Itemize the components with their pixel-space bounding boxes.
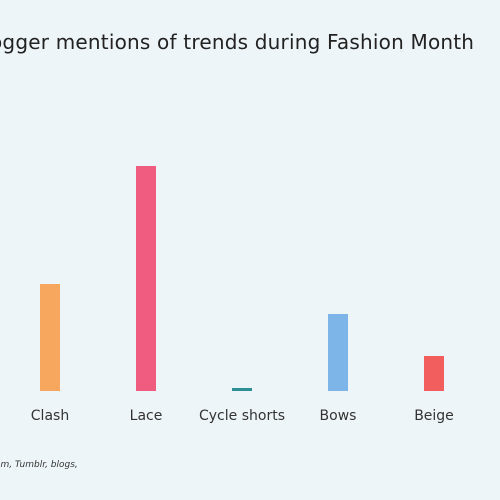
bar-beige <box>424 356 444 391</box>
category-label: Clash <box>31 408 69 424</box>
bars-group <box>40 166 444 391</box>
chart-title: ogger mentions of trends during Fashion … <box>0 30 475 54</box>
category-label: Beige <box>414 408 454 424</box>
bar-lace <box>136 166 156 391</box>
category-labels-group: Clash Lace Cycle shorts Bows Beige <box>31 408 454 424</box>
bar-bows <box>328 314 348 391</box>
source-note: agram, Tumblr, blogs, <box>0 460 78 470</box>
category-label: Cycle shorts <box>199 408 285 424</box>
category-label: Lace <box>130 408 163 424</box>
bar-cycle-shorts <box>232 388 252 391</box>
bar-clash <box>40 284 60 391</box>
category-label: Bows <box>320 408 357 424</box>
